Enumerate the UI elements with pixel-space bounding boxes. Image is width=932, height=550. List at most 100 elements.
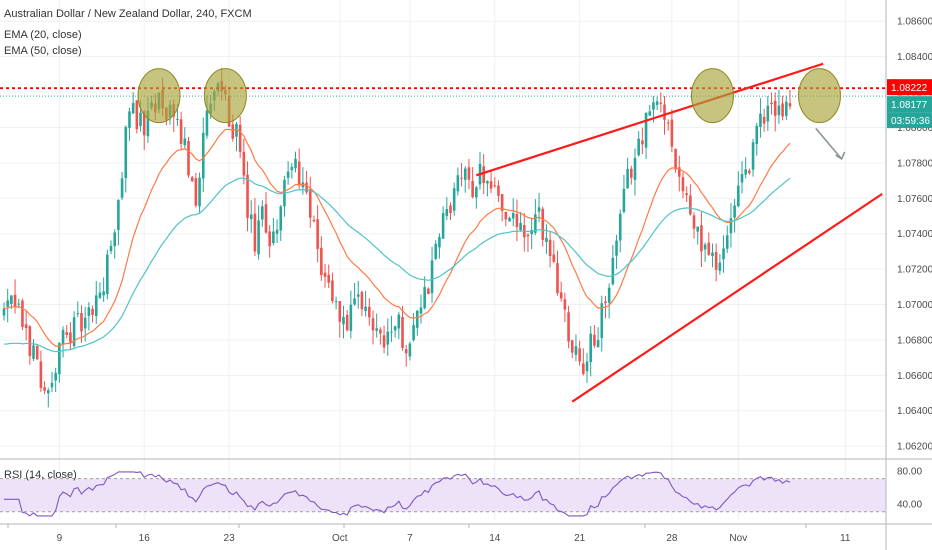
- candle-body: [205, 110, 209, 136]
- candle-body: [353, 298, 356, 305]
- candle-body: [194, 178, 198, 206]
- countdown-tag: [887, 112, 932, 129]
- candle-body: [187, 140, 190, 176]
- candle-body: [382, 335, 386, 348]
- candle-body: [46, 390, 50, 394]
- candle-body: [401, 316, 404, 348]
- candle-body: [128, 111, 131, 128]
- highlight-circle: [797, 68, 841, 124]
- candle-body: [737, 185, 740, 207]
- candle-body: [677, 167, 681, 177]
- candle-body: [342, 317, 345, 325]
- candle-body: [106, 254, 109, 295]
- candle-body: [327, 274, 331, 283]
- y-tick-label: 1.07000: [897, 300, 932, 311]
- candle-body: [711, 252, 714, 256]
- candle-body: [666, 122, 670, 124]
- rsi-band: [0, 478, 886, 512]
- candle-body: [102, 291, 105, 296]
- candle-body: [541, 208, 545, 240]
- candle-body: [556, 263, 559, 294]
- candle-body: [449, 205, 452, 213]
- candle-body: [733, 205, 736, 218]
- candle-body: [511, 213, 515, 219]
- candle-body: [238, 124, 242, 152]
- x-tick-label: Nov: [729, 533, 747, 544]
- candle-body: [452, 188, 456, 211]
- trendline: [571, 192, 883, 403]
- x-tick-label: 14: [489, 533, 501, 544]
- candle-body: [637, 138, 640, 156]
- candle-body: [570, 340, 574, 353]
- y-tick-label: 1.08400: [897, 52, 932, 63]
- candle-body: [714, 252, 718, 270]
- candle-body: [91, 308, 94, 315]
- candle-body: [456, 175, 460, 192]
- candle-body: [460, 177, 463, 179]
- candle-body: [279, 206, 283, 231]
- candle-body: [497, 185, 500, 196]
- candle-body: [526, 234, 530, 237]
- candle-body: [117, 200, 120, 231]
- candle-body: [120, 178, 124, 198]
- candle-body: [744, 169, 747, 175]
- candle-body: [179, 119, 183, 144]
- candle-body: [574, 346, 578, 355]
- last-price-tag-text: 1.08177: [891, 100, 928, 111]
- highlight-circle: [203, 68, 247, 124]
- candle-body: [308, 189, 312, 218]
- candle-body: [648, 111, 652, 116]
- candle-body: [17, 303, 21, 305]
- y-tick-label: 1.07400: [897, 229, 932, 240]
- candle-body: [508, 217, 511, 222]
- candle-body: [6, 300, 9, 307]
- y-tick-label: 1.07600: [897, 194, 932, 205]
- candle-body: [607, 287, 611, 303]
- candle-body: [272, 231, 275, 244]
- candle-body: [766, 105, 770, 122]
- candle-body: [773, 100, 777, 116]
- candle-body: [249, 214, 253, 220]
- candle-body: [751, 142, 755, 170]
- candle-body: [50, 382, 54, 388]
- candle-body: [135, 100, 139, 130]
- candle-body: [338, 301, 342, 322]
- candle-body: [475, 187, 478, 198]
- candle-body: [784, 101, 788, 116]
- candle-body: [655, 101, 659, 105]
- candle-body: [201, 132, 205, 179]
- candle-body: [58, 342, 61, 375]
- candle-body: [471, 180, 474, 197]
- candle-body: [563, 299, 567, 310]
- candle-body: [408, 343, 412, 357]
- ema20-legend: EMA (20, close): [4, 29, 82, 41]
- x-tick-label: 11: [840, 533, 851, 544]
- candle-body: [72, 317, 76, 347]
- candle-body: [412, 324, 415, 341]
- candle-body: [781, 103, 784, 117]
- candle-series: [2, 67, 792, 408]
- candle-body: [604, 301, 607, 304]
- candle-body: [349, 304, 353, 331]
- candle-body: [69, 332, 72, 343]
- candle-body: [434, 243, 438, 259]
- candle-body: [611, 257, 615, 285]
- x-tick-label: 9: [57, 533, 63, 544]
- candle-body: [718, 262, 722, 271]
- candle-body: [486, 181, 489, 184]
- candle-body: [404, 349, 408, 354]
- candle-body: [2, 308, 6, 316]
- arrow-head: [835, 151, 846, 161]
- candle-body: [305, 182, 308, 193]
- candle-body: [725, 235, 729, 249]
- candle-body: [39, 361, 43, 388]
- candle-body: [268, 231, 271, 247]
- candle-body: [231, 124, 235, 139]
- y-tick-label: 1.07200: [897, 265, 932, 276]
- candle-body: [28, 326, 32, 357]
- y-tick-label: 1.06400: [897, 406, 932, 417]
- candle-body: [286, 171, 290, 178]
- candle-body: [142, 111, 146, 136]
